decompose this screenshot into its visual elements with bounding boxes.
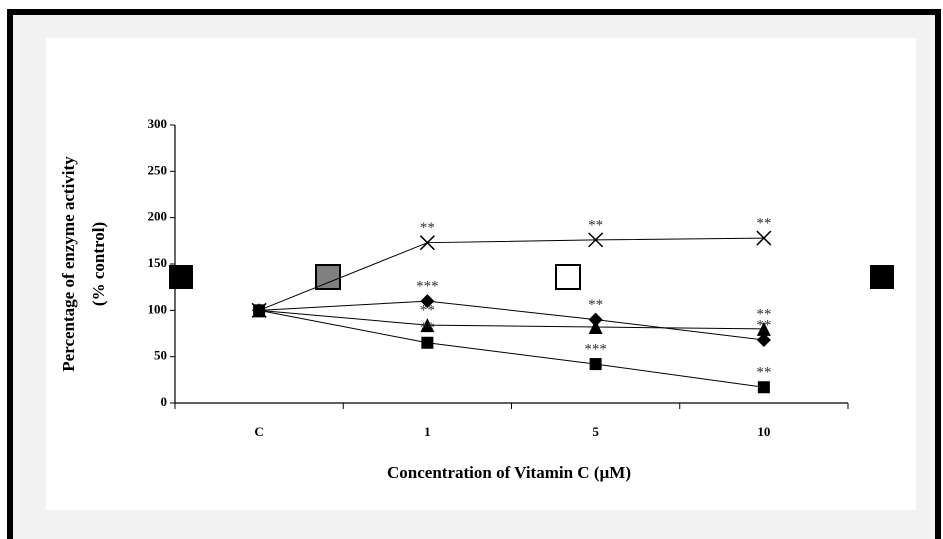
legend-marker [870, 265, 894, 289]
x-tick-label: 10 [757, 424, 770, 439]
significance-label: ** [588, 297, 603, 313]
series-line [259, 300, 764, 341]
marker [420, 294, 435, 309]
y-tick-label: 50 [154, 348, 167, 363]
y-tick-label: 300 [148, 116, 168, 131]
y-tick-label: 100 [148, 301, 168, 316]
marker [588, 320, 603, 335]
marker [420, 318, 435, 333]
marker [589, 358, 602, 371]
significance-label: ** [756, 306, 771, 322]
legend-marker [315, 264, 341, 290]
x-tick-label: 1 [424, 424, 431, 439]
significance-label: ** [420, 220, 435, 236]
series-line [259, 309, 764, 330]
marker [253, 304, 266, 317]
y-tick-label: 250 [148, 162, 168, 177]
marker [588, 312, 603, 327]
significance-label: ** [756, 365, 771, 381]
x-axis-label: Concentration of Vitamin C (µM) [387, 463, 631, 482]
y-tick-label: 150 [148, 255, 168, 270]
significance-label: ** [588, 217, 603, 233]
marker [588, 232, 604, 248]
y-axis-label: (% control) [89, 222, 108, 306]
marker [421, 336, 434, 349]
x-tick-label: C [254, 424, 263, 439]
y-axis-label: Percentage of enzyme activity [59, 156, 78, 372]
series-line [258, 237, 764, 311]
legend-marker [555, 264, 581, 290]
significance-label: *** [584, 342, 607, 358]
marker [756, 332, 771, 347]
significance-label: *** [416, 279, 439, 295]
y-tick-label: 200 [148, 209, 168, 224]
x-tick-label: 5 [592, 424, 599, 439]
marker [757, 381, 770, 394]
marker [756, 321, 771, 336]
series-line [259, 309, 764, 388]
marker [756, 230, 772, 246]
y-tick-label: 0 [161, 394, 168, 409]
significance-label: ** [756, 215, 771, 231]
legend-marker [169, 265, 193, 289]
significance-label: ** [420, 320, 435, 336]
significance-label: ** [420, 303, 435, 319]
marker [419, 235, 435, 251]
